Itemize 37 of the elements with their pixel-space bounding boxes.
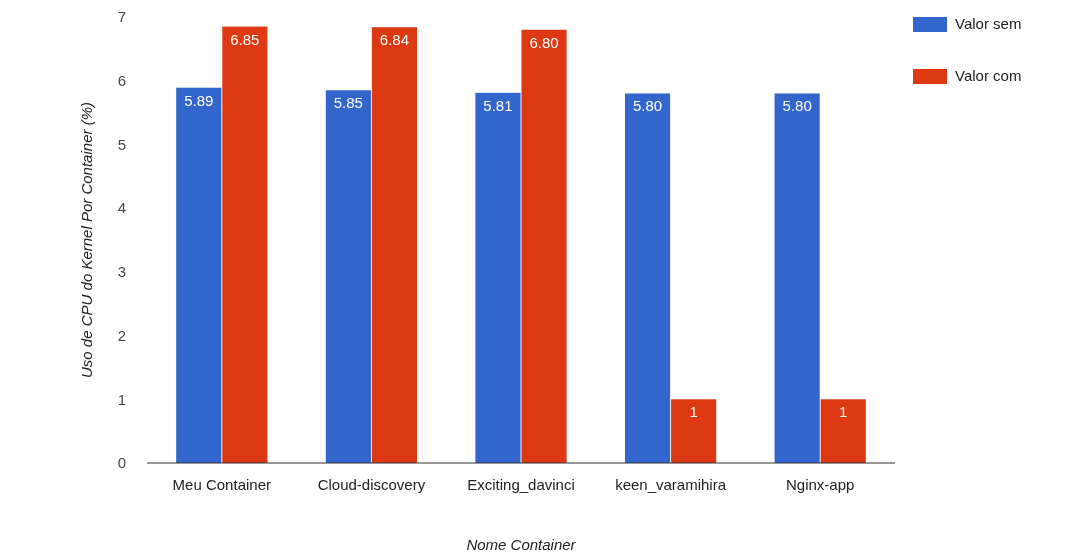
bar xyxy=(820,399,866,463)
x-tick-label: Exciting_davinci xyxy=(467,476,575,493)
bar xyxy=(222,26,268,463)
data-label: 6.80 xyxy=(529,33,559,51)
data-label: 5.81 xyxy=(483,96,513,114)
legend-label: Valor sem xyxy=(955,15,1022,32)
y-tick-label: 2 xyxy=(117,326,126,344)
x-tick-label: keen_varamihira xyxy=(615,476,727,493)
data-label: 6.85 xyxy=(230,30,260,48)
y-tick-label: 4 xyxy=(117,199,126,217)
legend-label: Valor com xyxy=(955,67,1022,84)
x-axis-title: Nome Container xyxy=(466,536,577,553)
x-tick-label: Nginx-app xyxy=(786,476,855,493)
x-tick-label: Meu Container xyxy=(172,476,271,493)
data-label: 5.89 xyxy=(184,91,214,109)
y-tick-label: 0 xyxy=(117,454,126,472)
data-label: 1 xyxy=(839,403,848,421)
data-label: 6.84 xyxy=(379,31,410,49)
data-label: 1 xyxy=(689,403,698,421)
x-tick-label: Cloud-discovery xyxy=(317,476,426,493)
bar xyxy=(521,29,567,463)
bar xyxy=(475,92,521,463)
y-tick-label: 5 xyxy=(117,135,126,153)
bar xyxy=(325,90,371,463)
data-label: 5.80 xyxy=(782,97,812,115)
y-tick-label: 3 xyxy=(117,263,126,281)
bar xyxy=(774,93,820,463)
y-tick-label: 1 xyxy=(117,390,126,408)
bar xyxy=(371,27,418,463)
data-label: 5.85 xyxy=(333,94,363,112)
bar xyxy=(671,399,717,463)
bar xyxy=(624,93,671,463)
y-tick-label: 7 xyxy=(117,8,126,26)
y-axis-title: Uso de CPU do Kernel Por Container (%) xyxy=(78,102,95,378)
data-label: 5.80 xyxy=(632,97,663,115)
bar xyxy=(176,87,222,463)
y-tick-label: 6 xyxy=(117,71,126,89)
